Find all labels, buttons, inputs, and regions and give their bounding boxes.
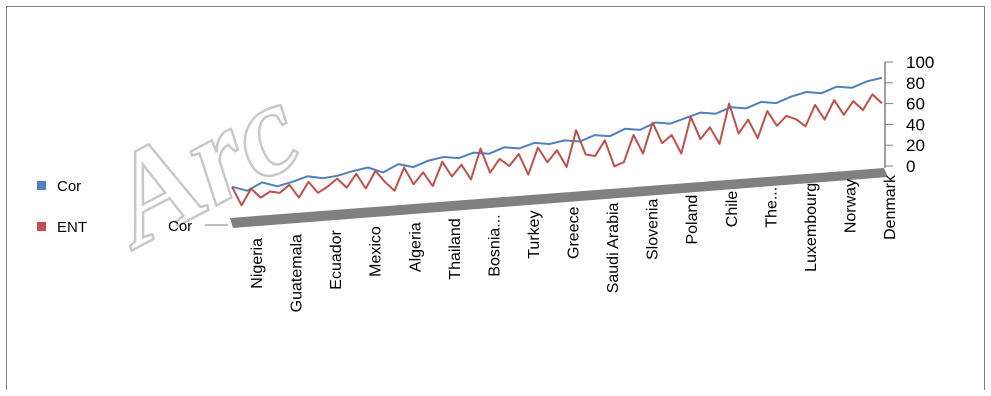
legend-swatch-ent	[37, 222, 46, 231]
legend-swatch-cor	[37, 181, 46, 190]
value-tick-label: 100	[906, 53, 934, 72]
category-tick-label: Guatemala	[289, 234, 306, 312]
category-tick-label: Turkey	[526, 210, 543, 258]
category-tick-label: Saudi Arabia	[605, 202, 622, 293]
legend-label-ent: ENT	[57, 219, 87, 236]
value-tick-label: 80	[906, 74, 925, 93]
category-tick-label: Denmark	[882, 174, 899, 240]
chart-floor	[230, 168, 888, 228]
category-axis: Nigeria Guatemala Ecuador Mexico Algeria Thai…	[249, 174, 899, 312]
value-tick-label: 60	[906, 95, 925, 114]
legend: Cor ENT	[37, 178, 87, 236]
category-tick-label: Nigeria	[249, 238, 266, 289]
category-tick-label: Poland	[684, 195, 701, 245]
legend-label-cor: Cor	[57, 178, 81, 195]
category-tick-label: Algeria	[407, 222, 424, 272]
series-line-cor	[231, 76, 883, 192]
category-tick-label: Greece	[566, 206, 583, 259]
series-layer	[231, 76, 883, 207]
category-tick-label: Bosnia...	[486, 214, 503, 276]
category-tick-label: Luxembourg	[803, 183, 820, 272]
value-tick-label: 20	[906, 136, 925, 155]
value-tick-label: 40	[906, 115, 925, 134]
category-tick-label: Mexico	[368, 226, 385, 277]
category-tick-label: Slovenia	[645, 199, 662, 260]
category-tick-label: Ecuador	[328, 229, 345, 289]
category-tick-label: Norway	[842, 179, 859, 233]
category-tick-label: Chile	[724, 191, 741, 228]
value-tick-label: 0	[906, 157, 915, 176]
category-tick-label: Thailand	[447, 218, 464, 279]
series-line-ent	[231, 93, 883, 207]
depth-axis-label: Cor	[168, 218, 192, 235]
watermark-text: Arc	[77, 54, 323, 276]
category-tick-label: The...	[763, 187, 780, 228]
